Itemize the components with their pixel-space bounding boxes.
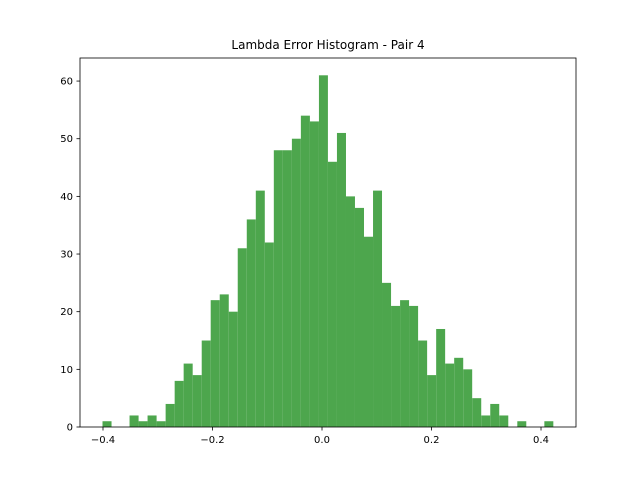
bar xyxy=(418,340,428,427)
bar xyxy=(201,340,211,427)
bar xyxy=(183,363,193,427)
bar xyxy=(400,300,410,427)
bar xyxy=(147,415,157,427)
bar xyxy=(490,403,500,427)
bar xyxy=(427,375,437,427)
bar xyxy=(237,248,247,427)
y-tick-label: 50 xyxy=(60,134,73,145)
bar xyxy=(445,363,455,427)
bar xyxy=(363,236,374,427)
bar xyxy=(192,375,202,427)
bar xyxy=(318,75,328,427)
bar xyxy=(436,328,446,427)
bar xyxy=(174,380,184,427)
y-tick-label: 60 xyxy=(60,77,73,88)
y-tick-label: 0 xyxy=(67,423,73,434)
x-tick-label: −0.2 xyxy=(200,435,224,446)
axes-frame xyxy=(79,57,577,428)
bar xyxy=(138,421,148,427)
bar xyxy=(165,403,175,427)
y-tick-label: 30 xyxy=(60,250,73,261)
bar xyxy=(373,190,383,427)
chart-title: Lambda Error Histogram - Pair 4 xyxy=(231,38,424,52)
bar xyxy=(345,196,355,427)
bar xyxy=(354,207,364,427)
x-tick-label: 0.0 xyxy=(314,435,330,446)
bar xyxy=(481,415,491,427)
y-tick-label: 20 xyxy=(60,307,73,318)
bar xyxy=(282,150,292,427)
bar xyxy=(228,311,238,427)
bar xyxy=(102,421,112,427)
y-tick-label: 10 xyxy=(60,365,73,376)
bar xyxy=(327,161,337,427)
bar xyxy=(382,282,392,427)
x-tick-label: −0.4 xyxy=(91,435,115,446)
bar xyxy=(264,242,274,427)
bar xyxy=(454,357,464,427)
bar xyxy=(291,138,301,427)
bar xyxy=(255,190,265,427)
bar xyxy=(409,305,419,427)
bar xyxy=(517,421,527,427)
bar xyxy=(309,121,319,427)
bar xyxy=(499,415,509,427)
bar xyxy=(219,294,229,427)
bar xyxy=(544,421,554,427)
bar xyxy=(156,421,166,427)
bar xyxy=(463,369,473,427)
x-tick-label: 0.2 xyxy=(424,435,440,446)
bar xyxy=(129,415,139,427)
bar xyxy=(472,398,482,427)
bar xyxy=(300,115,310,427)
bar xyxy=(391,305,401,427)
bar xyxy=(210,300,220,427)
x-tick-label: 0.4 xyxy=(533,435,549,446)
bar xyxy=(273,150,283,427)
bar xyxy=(336,132,346,427)
y-tick-label: 40 xyxy=(60,192,73,203)
bar xyxy=(246,219,256,427)
